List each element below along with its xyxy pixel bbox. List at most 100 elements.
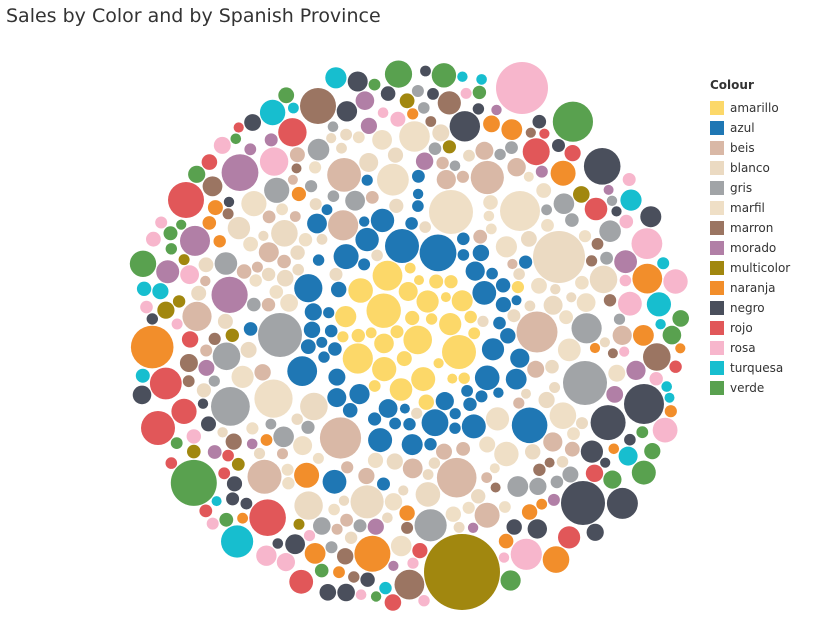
bubble-gris[interactable] bbox=[301, 420, 315, 434]
bubble-verde[interactable] bbox=[431, 63, 457, 88]
bubble-beis[interactable] bbox=[254, 364, 271, 381]
bubble-gris[interactable] bbox=[353, 519, 367, 533]
bubble-negro[interactable] bbox=[244, 114, 261, 131]
bubble-blanco[interactable] bbox=[359, 153, 379, 172]
bubble-rosa[interactable] bbox=[618, 291, 642, 316]
bubble-multicolor[interactable] bbox=[172, 295, 186, 308]
bubble-amarillo[interactable] bbox=[451, 290, 473, 312]
bubble-blanco[interactable] bbox=[389, 198, 404, 213]
bubble-negro[interactable] bbox=[590, 405, 626, 441]
legend-item-negro[interactable]: negro bbox=[710, 298, 822, 318]
bubble-amarillo[interactable] bbox=[374, 333, 394, 354]
legend-item-marron[interactable]: marron bbox=[710, 218, 822, 238]
bubble-verde[interactable] bbox=[170, 459, 217, 506]
bubble-turquesa[interactable] bbox=[152, 283, 169, 300]
bubble-beis[interactable] bbox=[507, 258, 518, 270]
bubble-negro[interactable] bbox=[580, 440, 604, 463]
bubble-rosa[interactable] bbox=[206, 517, 219, 530]
bubble-morado[interactable] bbox=[180, 225, 210, 256]
bubble-marfil[interactable] bbox=[241, 191, 267, 217]
bubble-azul[interactable] bbox=[303, 321, 321, 338]
bubble-negro[interactable] bbox=[201, 416, 216, 432]
bubble-amarillo[interactable] bbox=[439, 313, 462, 336]
bubble-azul[interactable] bbox=[511, 407, 548, 444]
bubble-blanco[interactable] bbox=[196, 383, 211, 398]
bubble-azul[interactable] bbox=[328, 368, 346, 386]
bubble-rosa[interactable] bbox=[180, 265, 200, 285]
bubble-blanco[interactable] bbox=[276, 269, 294, 287]
bubble-marron[interactable] bbox=[202, 176, 223, 197]
bubble-marfil[interactable] bbox=[500, 191, 540, 231]
bubble-azul[interactable] bbox=[495, 278, 511, 293]
bubble-azul[interactable] bbox=[461, 414, 486, 439]
legend-item-marfil[interactable]: marfil bbox=[710, 198, 822, 218]
bubble-gris[interactable] bbox=[418, 102, 430, 114]
bubble-blanco[interactable] bbox=[422, 469, 434, 480]
bubble-blanco[interactable] bbox=[217, 313, 233, 329]
bubble-naranja[interactable] bbox=[207, 200, 223, 216]
bubble-blanco[interactable] bbox=[344, 531, 358, 544]
bubble-rojo[interactable] bbox=[168, 182, 204, 218]
bubble-blanco[interactable] bbox=[336, 142, 347, 154]
bubble-marfil[interactable] bbox=[479, 436, 496, 453]
bubble-azul[interactable] bbox=[385, 229, 419, 263]
bubble-marron[interactable] bbox=[525, 127, 536, 138]
bubble-azul[interactable] bbox=[461, 385, 473, 397]
bubble-rojo[interactable] bbox=[412, 543, 428, 559]
bubble-negro[interactable] bbox=[226, 476, 243, 492]
bubble-gris[interactable] bbox=[428, 142, 442, 155]
bubble-rojo[interactable] bbox=[171, 398, 197, 424]
bubble-blanco[interactable] bbox=[599, 337, 611, 348]
bubble-blanco[interactable] bbox=[566, 292, 577, 303]
bubble-morado[interactable] bbox=[614, 250, 637, 274]
bubble-rosa[interactable] bbox=[619, 214, 634, 229]
bubble-gris[interactable] bbox=[307, 138, 330, 161]
bubble-negro[interactable] bbox=[583, 148, 621, 185]
bubble-marfil[interactable] bbox=[282, 477, 295, 490]
bubble-negro[interactable] bbox=[561, 481, 605, 525]
bubble-amarillo[interactable] bbox=[411, 367, 436, 392]
bubble-blanco[interactable] bbox=[371, 249, 383, 262]
bubble-amarillo[interactable] bbox=[444, 275, 458, 289]
bubble-marfil[interactable] bbox=[429, 190, 473, 234]
bubble-amarillo[interactable] bbox=[414, 275, 424, 286]
bubble-blanco[interactable] bbox=[538, 391, 555, 409]
bubble-negro[interactable] bbox=[420, 65, 431, 77]
bubble-amarillo[interactable] bbox=[464, 310, 477, 324]
bubble-marron[interactable] bbox=[643, 343, 671, 371]
bubble-beis[interactable] bbox=[612, 325, 632, 345]
bubble-azul[interactable] bbox=[449, 422, 461, 434]
bubble-rojo[interactable] bbox=[584, 197, 608, 221]
bubble-marfil[interactable] bbox=[483, 195, 498, 210]
bubble-verde[interactable] bbox=[603, 470, 622, 489]
bubble-azul[interactable] bbox=[318, 351, 330, 363]
bubble-blanco[interactable] bbox=[428, 457, 441, 469]
bubble-naranja[interactable] bbox=[294, 462, 320, 488]
bubble-azul[interactable] bbox=[401, 434, 423, 456]
bubble-negro[interactable] bbox=[336, 101, 358, 122]
bubble-marfil[interactable] bbox=[578, 230, 592, 243]
bubble-beis[interactable] bbox=[473, 229, 488, 244]
bubble-azul[interactable] bbox=[505, 368, 527, 390]
bubble-verde[interactable] bbox=[472, 85, 487, 100]
bubble-marron[interactable] bbox=[179, 354, 198, 372]
bubble-blanco[interactable] bbox=[217, 427, 228, 438]
bubble-naranja[interactable] bbox=[498, 533, 514, 549]
bubble-azul[interactable] bbox=[243, 322, 258, 336]
bubble-turquesa[interactable] bbox=[657, 257, 670, 270]
bubble-gris[interactable] bbox=[327, 121, 339, 132]
bubble-negro[interactable] bbox=[360, 572, 375, 587]
bubble-azul[interactable] bbox=[300, 339, 316, 354]
bubble-blanco[interactable] bbox=[471, 489, 486, 504]
bubble-amarillo[interactable] bbox=[458, 372, 470, 384]
bubble-blanco[interactable] bbox=[521, 231, 537, 247]
bubble-rojo[interactable] bbox=[585, 464, 604, 482]
bubble-marfil[interactable] bbox=[372, 130, 392, 150]
bubble-beis[interactable] bbox=[513, 397, 525, 409]
bubble-turquesa[interactable] bbox=[646, 292, 672, 317]
bubble-azul[interactable] bbox=[486, 267, 498, 280]
bubble-verde[interactable] bbox=[219, 512, 234, 527]
bubble-azul[interactable] bbox=[511, 295, 522, 306]
bubble-beis[interactable] bbox=[287, 174, 298, 185]
bubble-negro[interactable] bbox=[285, 534, 305, 555]
